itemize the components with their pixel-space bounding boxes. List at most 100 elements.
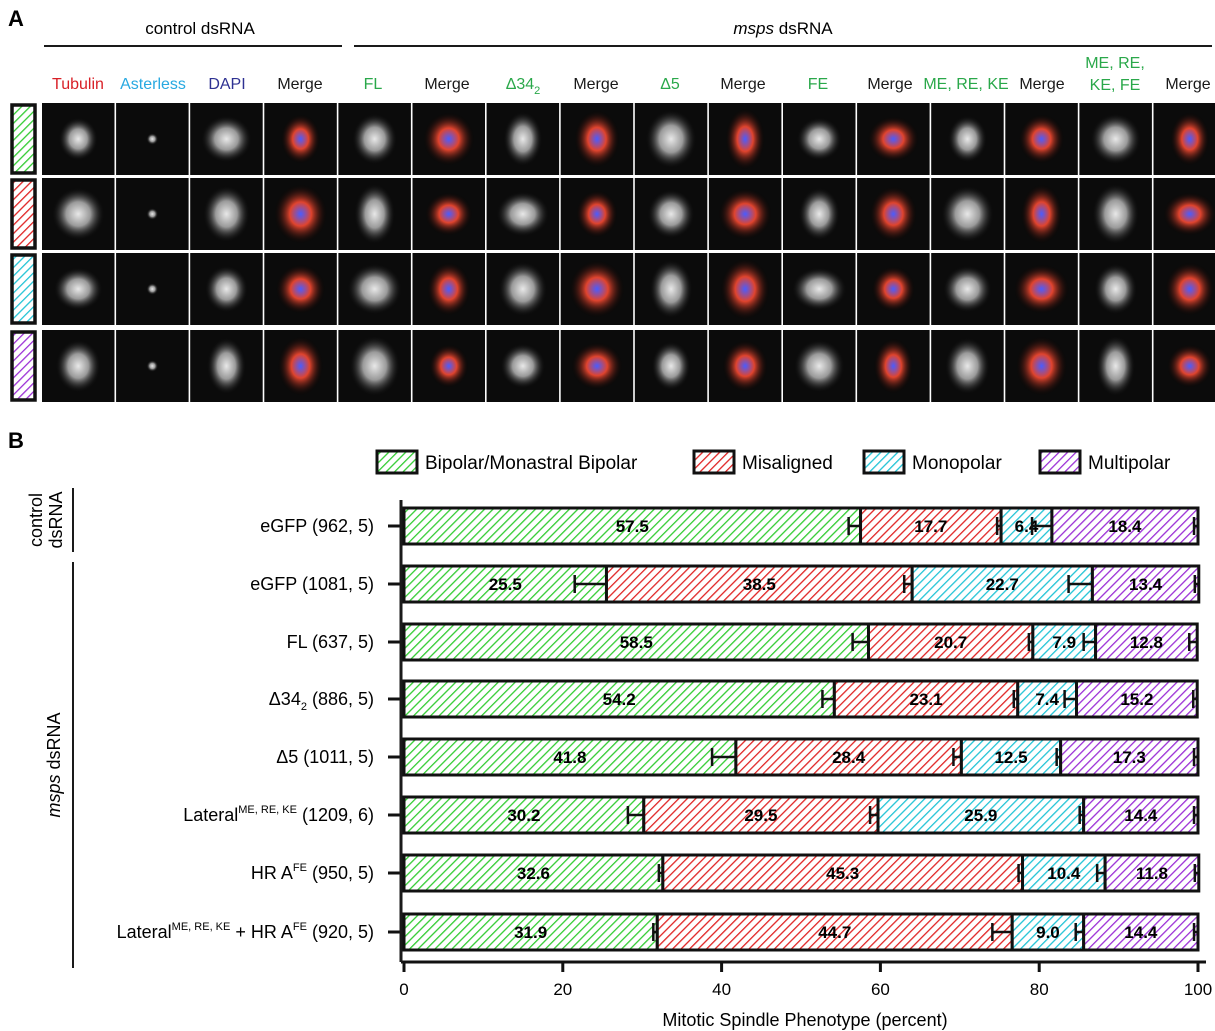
legend-label-misaligned: Misaligned [742, 453, 833, 474]
cell-signal [428, 344, 469, 388]
x-tick-label: 80 [1030, 980, 1049, 999]
category-label: LateralME, RE, KE + HR AFE (920, 5) [117, 921, 374, 942]
x-axis: 0 20 40 60 80 100 [399, 960, 1212, 999]
cell-signal [720, 258, 771, 320]
bar-segment-multipolar [1090, 564, 1201, 604]
error-bar [1192, 806, 1198, 824]
bar-value-label: 14.4 [1124, 806, 1158, 825]
channel-label: Asterless [120, 76, 186, 93]
channel-label: Δ5 [660, 76, 680, 93]
cell-signal [495, 191, 550, 237]
category-label: LateralME, RE, KE (1209, 6) [183, 804, 374, 825]
bar-value-label: 30.2 [507, 806, 540, 825]
bar-segment-monopolar [910, 564, 1094, 604]
error-bar [991, 923, 1013, 941]
cell-signal [202, 185, 251, 243]
cell-signal [796, 117, 843, 161]
bar-value-label: 25.9 [964, 806, 997, 825]
cell-signal [204, 265, 249, 313]
error-bar [1192, 923, 1198, 941]
bar-value-label: 18.4 [1108, 517, 1142, 536]
bar-value-label: 11.8 [1136, 864, 1168, 883]
control-group-label: control dsRNA [26, 491, 66, 548]
legend-swatch-multipolar [1038, 449, 1082, 475]
cell-signal [722, 340, 769, 392]
error-bar [847, 517, 861, 535]
cell-signal [51, 187, 106, 241]
bar-value-label: 12.8 [1130, 633, 1163, 652]
cell-signal [58, 117, 99, 161]
cell-signal [502, 111, 543, 167]
swatch-multipolar [10, 330, 37, 402]
legend: Bipolar/Monastral Bipolar Misaligned Monop… [375, 449, 1171, 475]
channel-label: Merge [1019, 76, 1064, 93]
channel-label: FL [364, 76, 383, 93]
bar-segment-bipolar [402, 564, 608, 604]
bar-value-label: 17.3 [1113, 748, 1146, 767]
bar-value-label: 20.7 [934, 633, 967, 652]
error-bar [626, 806, 644, 824]
svg-text:dsRNA: dsRNA [46, 491, 66, 548]
panel-a-letter: A [8, 6, 24, 31]
cell-signal [1018, 114, 1065, 164]
bar-value-label: 12.5 [994, 748, 1027, 767]
channel-label: Merge [424, 76, 469, 93]
cell-signal [798, 187, 841, 241]
bar-segment-bipolar [402, 506, 863, 546]
category-label: eGFP (962, 5) [260, 516, 374, 536]
channel-label: Merge [867, 76, 912, 93]
cell-signal [497, 261, 548, 317]
channel-label: Merge [1165, 76, 1210, 93]
bar-segment-multipolar [1082, 912, 1200, 952]
cell-signal [53, 267, 104, 311]
error-bar [573, 575, 607, 593]
error-bar [1193, 575, 1199, 593]
category-label: Δ5 (1011, 5) [276, 747, 374, 767]
cell-signal [1015, 336, 1068, 396]
cell-signal [942, 265, 993, 313]
bar-segment-misaligned [859, 506, 1003, 546]
cell-signal [575, 190, 618, 238]
cell-signal [570, 342, 623, 390]
cell-signal [1169, 112, 1210, 166]
cell-signal [1089, 113, 1142, 165]
bar-value-label: 29.5 [744, 806, 777, 825]
cell-signal [353, 183, 396, 245]
channel-label: ME, RE, [1085, 55, 1145, 72]
channel-label: Δ342 [506, 76, 541, 97]
bar-segment-monopolar [959, 737, 1063, 777]
channel-label: Merge [720, 76, 765, 93]
cell-signal [725, 108, 766, 170]
legend-label-monopolar: Monopolar [912, 453, 1002, 474]
cell-signal [944, 337, 991, 395]
cell-signal [206, 337, 247, 395]
swatch-bipolar [10, 103, 37, 175]
cell-signal [273, 184, 328, 244]
bar-segment-misaligned [734, 737, 963, 777]
bar-value-label: 23.1 [910, 690, 943, 709]
legend-swatch-monopolar [862, 449, 906, 475]
bar-segment-monopolar [1021, 853, 1107, 893]
bar-value-label: 10.4 [1047, 864, 1081, 883]
cell-signal [499, 343, 546, 389]
error-bar [1191, 690, 1198, 708]
cell-signal [277, 336, 324, 396]
channel-label: ME, RE, KE [923, 76, 1008, 93]
bar-value-label: 41.8 [553, 748, 586, 767]
cell-signal [146, 133, 159, 145]
cell-signal [718, 188, 773, 240]
bar-segment-bipolar [402, 679, 836, 719]
cell-signal [1164, 262, 1215, 316]
bar-value-label: 31.9 [514, 923, 547, 942]
bar-value-label: 14.4 [1124, 923, 1158, 942]
channel-label: Tubulin [52, 76, 104, 93]
cell-signal [867, 116, 920, 162]
x-axis-title: Mitotic Spindle Phenotype (percent) [662, 1010, 947, 1030]
category-label: Δ342 (886, 5) [269, 689, 374, 713]
bar-value-label: 32.6 [517, 864, 550, 883]
error-bar [1082, 633, 1096, 651]
channel-label: KE, FE [1090, 77, 1141, 94]
cell-signal [200, 115, 253, 163]
error-bar [1188, 633, 1198, 651]
cell-signal [422, 112, 475, 166]
